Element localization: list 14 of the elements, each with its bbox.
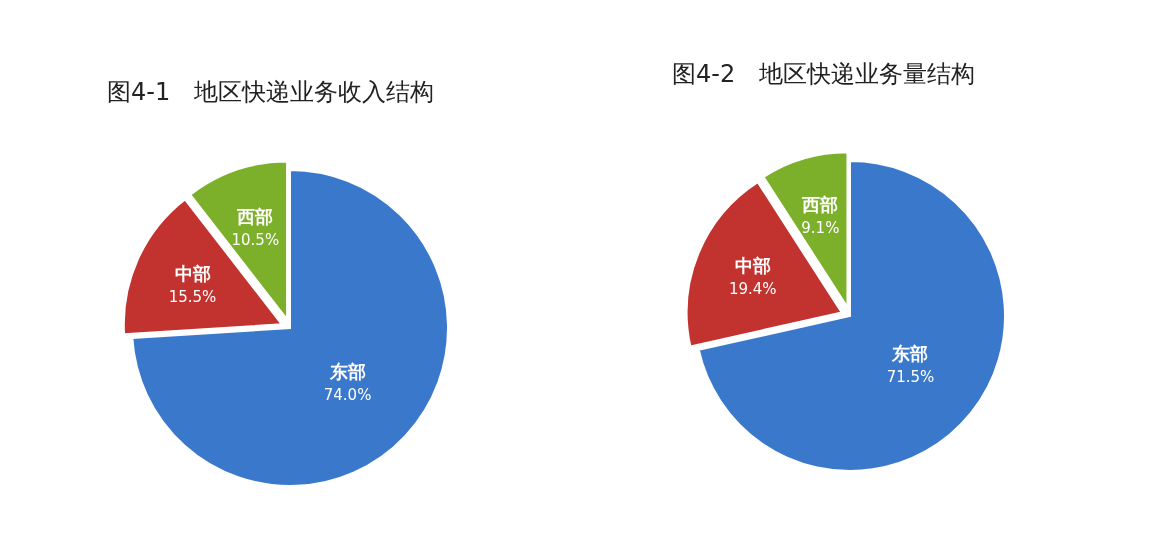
slice-label: 中部 xyxy=(734,255,771,277)
slice-label: 西部 xyxy=(801,194,839,216)
data-label: 74.0% xyxy=(323,386,372,405)
data-label: 9.1% xyxy=(801,219,840,238)
data-label: 15.5% xyxy=(168,287,217,306)
slice-label: 东部 xyxy=(891,343,929,365)
data-label: 19.4% xyxy=(728,280,777,299)
data-label: 71.5% xyxy=(886,368,935,387)
chart-title: 图4-2 地区快递业务量结构 xyxy=(672,60,976,88)
slice-label: 东部 xyxy=(328,361,366,383)
chart-title: 图4-1 地区快递业务收入结构 xyxy=(107,78,435,106)
slice-label: 西部 xyxy=(236,205,274,227)
slice-label: 中部 xyxy=(174,262,211,284)
data-label: 10.5% xyxy=(231,230,280,249)
